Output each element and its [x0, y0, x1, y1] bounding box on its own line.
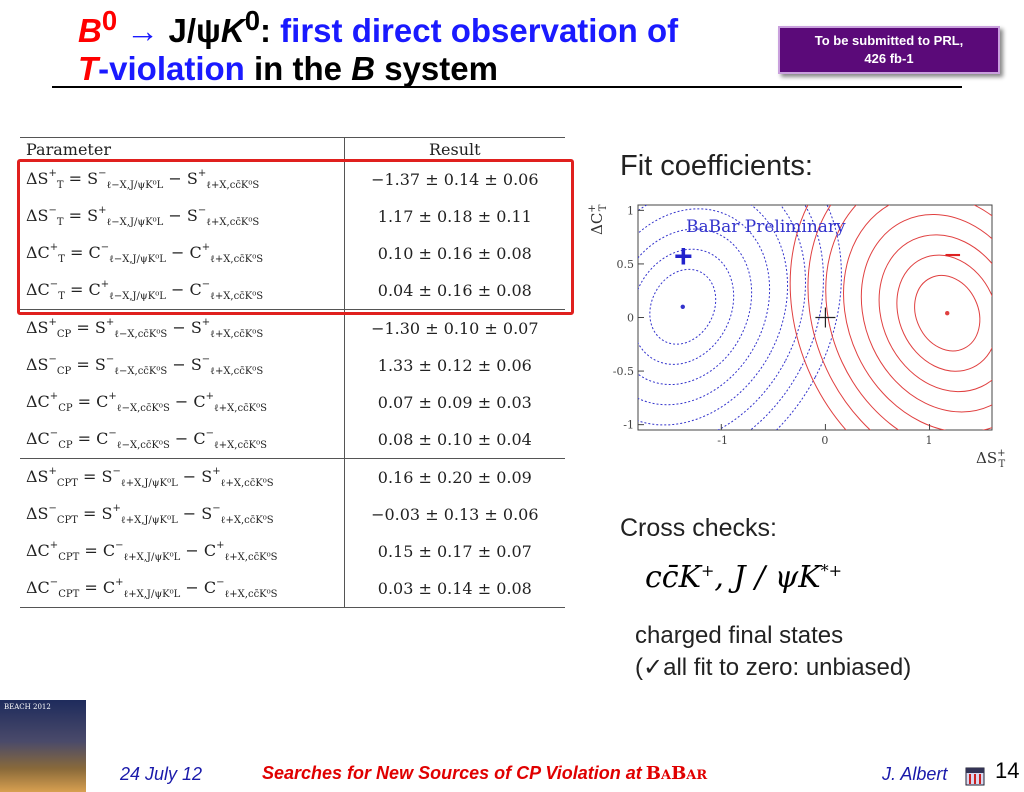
contour-minus-1: [914, 275, 981, 352]
results-table: Parameter Result ΔS+T = S−ℓ−X,J/ψK⁰L − S…: [20, 137, 565, 608]
contour-plus-8: [638, 205, 842, 430]
table-row: ΔC+CPT = C−ℓ+X,J/ψK⁰L − C+ℓ+X,cc̄K⁰S 0.15…: [20, 533, 565, 570]
t-violation-highlight-box: [17, 159, 574, 315]
result-cell: 1.33 ± 0.12 ± 0.06: [343, 347, 565, 384]
cross-checks-label: Cross checks:: [620, 514, 777, 542]
y-tick-label: -1: [623, 419, 634, 432]
parameter-cell: ΔS−CPT = S+ℓ+X,J/ψK⁰L − S−ℓ+X,cc̄K⁰S: [26, 503, 274, 526]
table-row: ΔC−T = C+ℓ−X,J/ψK⁰L − C−ℓ+X,cc̄K⁰S 0.04 ±…: [20, 272, 565, 310]
fit-to-zero-text: (✓all fit to zero: unbiased): [635, 654, 912, 681]
prl-note-line1: To be submitted to PRL,: [814, 33, 964, 48]
origin-cross-marker: [815, 307, 836, 328]
table-row: ΔC−CP = C−ℓ−X,cc̄K⁰S − C−ℓ+X,cc̄K⁰S 0.08 …: [20, 421, 565, 459]
central-value-point-minus: [945, 311, 950, 316]
y-tick-label: 0.5: [617, 258, 635, 271]
y-tick-label: -0.5: [613, 365, 634, 378]
x-tick-label: -1: [717, 434, 728, 447]
table-row: ΔS−T = S+ℓ−X,J/ψK⁰L − S−ℓ+X,cc̄K⁰S 1.17 ±…: [20, 198, 565, 235]
result-cell: 0.03 ± 0.14 ± 0.08: [343, 570, 565, 608]
result-cell: −1.37 ± 0.14 ± 0.06: [343, 160, 565, 198]
babar-logo-text: BaBar: [645, 763, 708, 784]
y-axis-label: ΔC+T: [588, 204, 609, 235]
footer-talk-title: Searches for New Sources of CP Violation…: [262, 763, 708, 784]
table-row: ΔS−CPT = S+ℓ+X,J/ψK⁰L − S−ℓ+X,cc̄K⁰S −0.0…: [20, 496, 565, 533]
contour-minus-5: [843, 205, 992, 430]
parameter-cell: ΔS+CP = S+ℓ−X,cc̄K⁰S − S+ℓ+X,cc̄K⁰S: [20, 309, 345, 347]
contour-minus-2: [896, 254, 992, 372]
parameter-cell: ΔS−CP = S−ℓ−X,cc̄K⁰S − S−ℓ+X,cc̄K⁰S: [26, 354, 264, 377]
result-cell: 0.04 ± 0.16 ± 0.08: [343, 272, 565, 310]
contour-plus-4: [638, 208, 771, 406]
y-tick-label: 1: [627, 204, 634, 217]
legend-plus: +: [674, 238, 693, 274]
result-cell: 0.15 ± 0.17 ± 0.07: [343, 533, 565, 570]
result-cell: −0.03 ± 0.13 ± 0.06: [343, 496, 565, 533]
footer-author: J. Albert: [882, 764, 948, 784]
parameter-cell: ΔC+T = C−ℓ−X,J/ψK⁰L − C+ℓ+X,cc̄K⁰S: [26, 242, 264, 265]
contour-plus-7: [638, 205, 824, 430]
header-parameter: Parameter: [20, 137, 345, 161]
parameter-cell: ΔC+CPT = C−ℓ+X,J/ψK⁰L − C+ℓ+X,cc̄K⁰S: [26, 540, 278, 563]
result-cell: 0.16 ± 0.20 ± 0.09: [343, 458, 565, 496]
table-row: ΔS+T = S−ℓ−X,J/ψK⁰L − S+ℓ+X,cc̄K⁰S −1.37 …: [20, 160, 565, 198]
university-crest-icon: [965, 767, 985, 786]
prl-note-line2: 426 fb-1: [864, 51, 914, 66]
prl-note-badge: To be submitted to PRL, 426 fb-1: [778, 26, 1000, 74]
legend-minus: −: [944, 239, 962, 272]
header-result: Result: [343, 137, 565, 161]
contour-plus-3: [638, 228, 753, 386]
title-divider: [52, 86, 962, 88]
x-tick-label: 1: [926, 434, 933, 447]
table-row: ΔC+T = C−ℓ−X,J/ψK⁰L − C+ℓ+X,cc̄K⁰S 0.10 ±…: [20, 235, 565, 272]
parameter-cell: ΔC−T = C+ℓ−X,J/ψK⁰L − C−ℓ+X,cc̄K⁰S: [26, 279, 264, 302]
fit-coefficients-label: Fit coefficients:: [620, 150, 813, 182]
plot-annotation: BaBar Preliminary: [686, 217, 846, 237]
result-cell: 0.10 ± 0.16 ± 0.08: [343, 235, 565, 272]
footer-date: 24 July 12: [120, 764, 203, 784]
result-cell: 0.08 ± 0.10 ± 0.04: [343, 421, 565, 459]
table-row: ΔS+CPT = S−ℓ+X,J/ψK⁰L − S+ℓ+X,cc̄K⁰S 0.16…: [20, 458, 565, 496]
result-cell: 0.07 ± 0.09 ± 0.03: [343, 384, 565, 421]
table-row: ΔS+CP = S+ℓ−X,cc̄K⁰S − S+ℓ+X,cc̄K⁰S −1.30…: [20, 309, 565, 347]
table-row: ΔC−CPT = C+ℓ+X,J/ψK⁰L − C−ℓ+X,cc̄K⁰S 0.03…: [20, 570, 565, 608]
result-cell: −1.30 ± 0.10 ± 0.07: [343, 309, 565, 347]
contour-minus-3: [878, 234, 992, 393]
contour-minus-6: [825, 205, 992, 430]
cross-check-notes: charged final states (✓all fit to zero: …: [635, 620, 911, 684]
y-tick-label: 0: [627, 312, 634, 325]
table-row: ΔS−CP = S−ℓ−X,cc̄K⁰S − S−ℓ+X,cc̄K⁰S 1.33 …: [20, 347, 565, 384]
parameter-cell: ΔS−T = S+ℓ−X,J/ψK⁰L − S−ℓ+X,cc̄K⁰S: [26, 205, 260, 228]
contour-plus-6: [638, 205, 806, 430]
parameter-cell: ΔS+CPT = S−ℓ+X,J/ψK⁰L − S+ℓ+X,cc̄K⁰S: [20, 458, 345, 496]
parameter-cell: ΔC+CP = C+ℓ−X,cc̄K⁰S − C+ℓ+X,cc̄K⁰S: [26, 391, 268, 414]
parameter-cell: ΔC−CP = C−ℓ−X,cc̄K⁰S − C−ℓ+X,cc̄K⁰S: [26, 428, 268, 451]
contour-minus-8: [789, 205, 992, 430]
cross-check-formula: cc̄K+, J / ψK*+: [645, 560, 843, 595]
beach-2012-logo: BEACH 2012: [0, 700, 86, 792]
x-tick-label: 0: [821, 434, 828, 447]
contour-minus-7: [807, 205, 992, 430]
charged-final-states-text: charged final states: [635, 622, 844, 649]
page-number: 14: [995, 758, 1020, 783]
contour-plus-5: [638, 205, 789, 426]
central-value-point-plus: [680, 304, 685, 309]
x-axis-label: ΔS+ T: [976, 448, 1006, 470]
contour-minus-4: [860, 213, 992, 413]
result-cell: 1.17 ± 0.18 ± 0.11: [343, 198, 565, 235]
parameter-cell: ΔC−CPT = C+ℓ+X,J/ψK⁰L − C−ℓ+X,cc̄K⁰S: [20, 570, 345, 608]
parameter-cell: ΔS+T = S−ℓ−X,J/ψK⁰L − S+ℓ+X,cc̄K⁰S: [26, 168, 260, 191]
table-row: ΔC+CP = C+ℓ−X,cc̄K⁰S − C+ℓ+X,cc̄K⁰S 0.07 …: [20, 384, 565, 421]
contour-plot: BaBar Preliminary + − -1 0 1 1 0.5 0 -0.5 -1 ΔS…: [588, 204, 1006, 470]
slide-title: B0 → J/ψK0: first direct observation of …: [78, 5, 679, 87]
contour-plus-1: [649, 268, 717, 345]
